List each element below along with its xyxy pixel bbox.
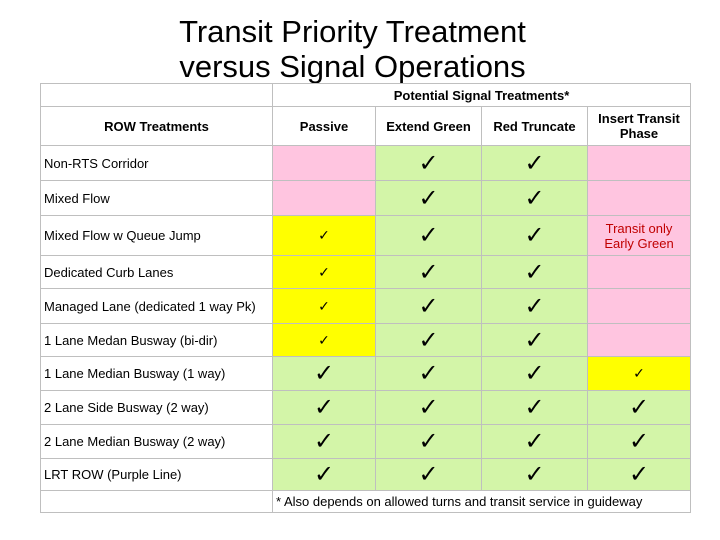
table-cell: ✓ bbox=[375, 323, 482, 357]
row-label: Mixed Flow w Queue Jump bbox=[40, 215, 273, 256]
column-header: Extend Green bbox=[375, 106, 482, 146]
table-cell bbox=[587, 288, 691, 324]
table-cell: ✓ bbox=[587, 390, 691, 425]
table-cell bbox=[587, 323, 691, 357]
column-header: Insert Transit Phase bbox=[587, 106, 691, 146]
table-cell: ✓ bbox=[481, 288, 588, 324]
table-cell: ✓ bbox=[587, 458, 691, 491]
table-cell: ✓ bbox=[272, 424, 376, 459]
column-header: Passive bbox=[272, 106, 376, 146]
table-cell: ✓ bbox=[481, 390, 588, 425]
table-cell: ✓ bbox=[375, 356, 482, 391]
table-row: Managed Lane (dedicated 1 way Pk) ✓ ✓ ✓ bbox=[40, 288, 691, 324]
column-header: Red Truncate bbox=[481, 106, 588, 146]
table-cell bbox=[272, 180, 376, 216]
table-cell bbox=[587, 145, 691, 181]
table-cell: ✓ bbox=[481, 356, 588, 391]
table-cell: ✓ bbox=[375, 424, 482, 459]
table-row: 1 Lane Median Busway (1 way) ✓ ✓ ✓ ✓ bbox=[40, 356, 691, 391]
column-header: ROW Treatments bbox=[40, 106, 273, 146]
blank-cell bbox=[40, 490, 273, 513]
table-cell: ✓ bbox=[481, 215, 588, 256]
table-cell: ✓ bbox=[587, 356, 691, 391]
row-label: Mixed Flow bbox=[40, 180, 273, 216]
table-cell: ✓ bbox=[481, 255, 588, 289]
table-cell: ✓ bbox=[481, 323, 588, 357]
table-cell: ✓ bbox=[481, 180, 588, 216]
table-cell: ✓ bbox=[481, 145, 588, 181]
blank-cell bbox=[40, 83, 273, 107]
row-label: 1 Lane Medan Busway (bi-dir) bbox=[40, 323, 273, 357]
table-cell: ✓ bbox=[481, 458, 588, 491]
row-label: Non-RTS Corridor bbox=[40, 145, 273, 181]
footnote-row: * Also depends on allowed turns and tran… bbox=[40, 490, 691, 513]
title-line: Transit Priority Treatment bbox=[179, 14, 526, 49]
table-cell: ✓ bbox=[375, 215, 482, 256]
table-cell: ✓ bbox=[481, 424, 588, 459]
table-cell: Transit only Early Green bbox=[587, 215, 691, 256]
table-cell: ✓ bbox=[272, 390, 376, 425]
table-cell: ✓ bbox=[587, 424, 691, 459]
row-label: Managed Lane (dedicated 1 way Pk) bbox=[40, 288, 273, 324]
table-cell bbox=[587, 180, 691, 216]
table-row: Non-RTS Corridor ✓ ✓ bbox=[40, 145, 691, 181]
table-cell: ✓ bbox=[272, 356, 376, 391]
table-row: 1 Lane Medan Busway (bi-dir) ✓ ✓ ✓ bbox=[40, 323, 691, 357]
row-label: LRT ROW (Purple Line) bbox=[40, 458, 273, 491]
table-row: Mixed Flow w Queue Jump ✓ ✓ ✓ Transit only E… bbox=[40, 215, 691, 256]
table-cell: ✓ bbox=[272, 458, 376, 491]
header-row: Potential Signal Treatments* bbox=[40, 83, 691, 107]
table-cell: ✓ bbox=[375, 288, 482, 324]
row-label: 2 Lane Side Busway (2 way) bbox=[40, 390, 273, 425]
row-label: 1 Lane Median Busway (1 way) bbox=[40, 356, 273, 391]
title-line: versus Signal Operations bbox=[179, 49, 526, 84]
table-row: LRT ROW (Purple Line) ✓ ✓ ✓ ✓ bbox=[40, 458, 691, 491]
table-cell: ✓ bbox=[375, 458, 482, 491]
table-cell bbox=[587, 255, 691, 289]
table-cell: ✓ bbox=[272, 215, 376, 256]
table-row: Mixed Flow ✓ ✓ bbox=[40, 180, 691, 216]
table-cell bbox=[272, 145, 376, 181]
table-cell: ✓ bbox=[375, 180, 482, 216]
header-row: ROW Treatments Passive Extend Green Red Tru… bbox=[40, 106, 691, 146]
group-header: Potential Signal Treatments* bbox=[272, 83, 691, 107]
table-cell: ✓ bbox=[272, 323, 376, 357]
table-cell: ✓ bbox=[272, 255, 376, 289]
table-cell: ✓ bbox=[375, 255, 482, 289]
title: Transit Priority Treatment versus Signal… bbox=[0, 14, 705, 84]
table-row: 2 Lane Median Busway (2 way) ✓ ✓ ✓ ✓ bbox=[40, 424, 691, 459]
table-cell: ✓ bbox=[375, 390, 482, 425]
footnote: * Also depends on allowed turns and tran… bbox=[272, 490, 691, 513]
table-cell: ✓ bbox=[272, 288, 376, 324]
row-label: 2 Lane Median Busway (2 way) bbox=[40, 424, 273, 459]
table-row: Dedicated Curb Lanes ✓ ✓ ✓ bbox=[40, 255, 691, 289]
row-label: Dedicated Curb Lanes bbox=[40, 255, 273, 289]
table: Potential Signal Treatments* ROW Treatmen… bbox=[40, 83, 691, 513]
table-cell: ✓ bbox=[375, 145, 482, 181]
table-row: 2 Lane Side Busway (2 way) ✓ ✓ ✓ ✓ bbox=[40, 390, 691, 425]
